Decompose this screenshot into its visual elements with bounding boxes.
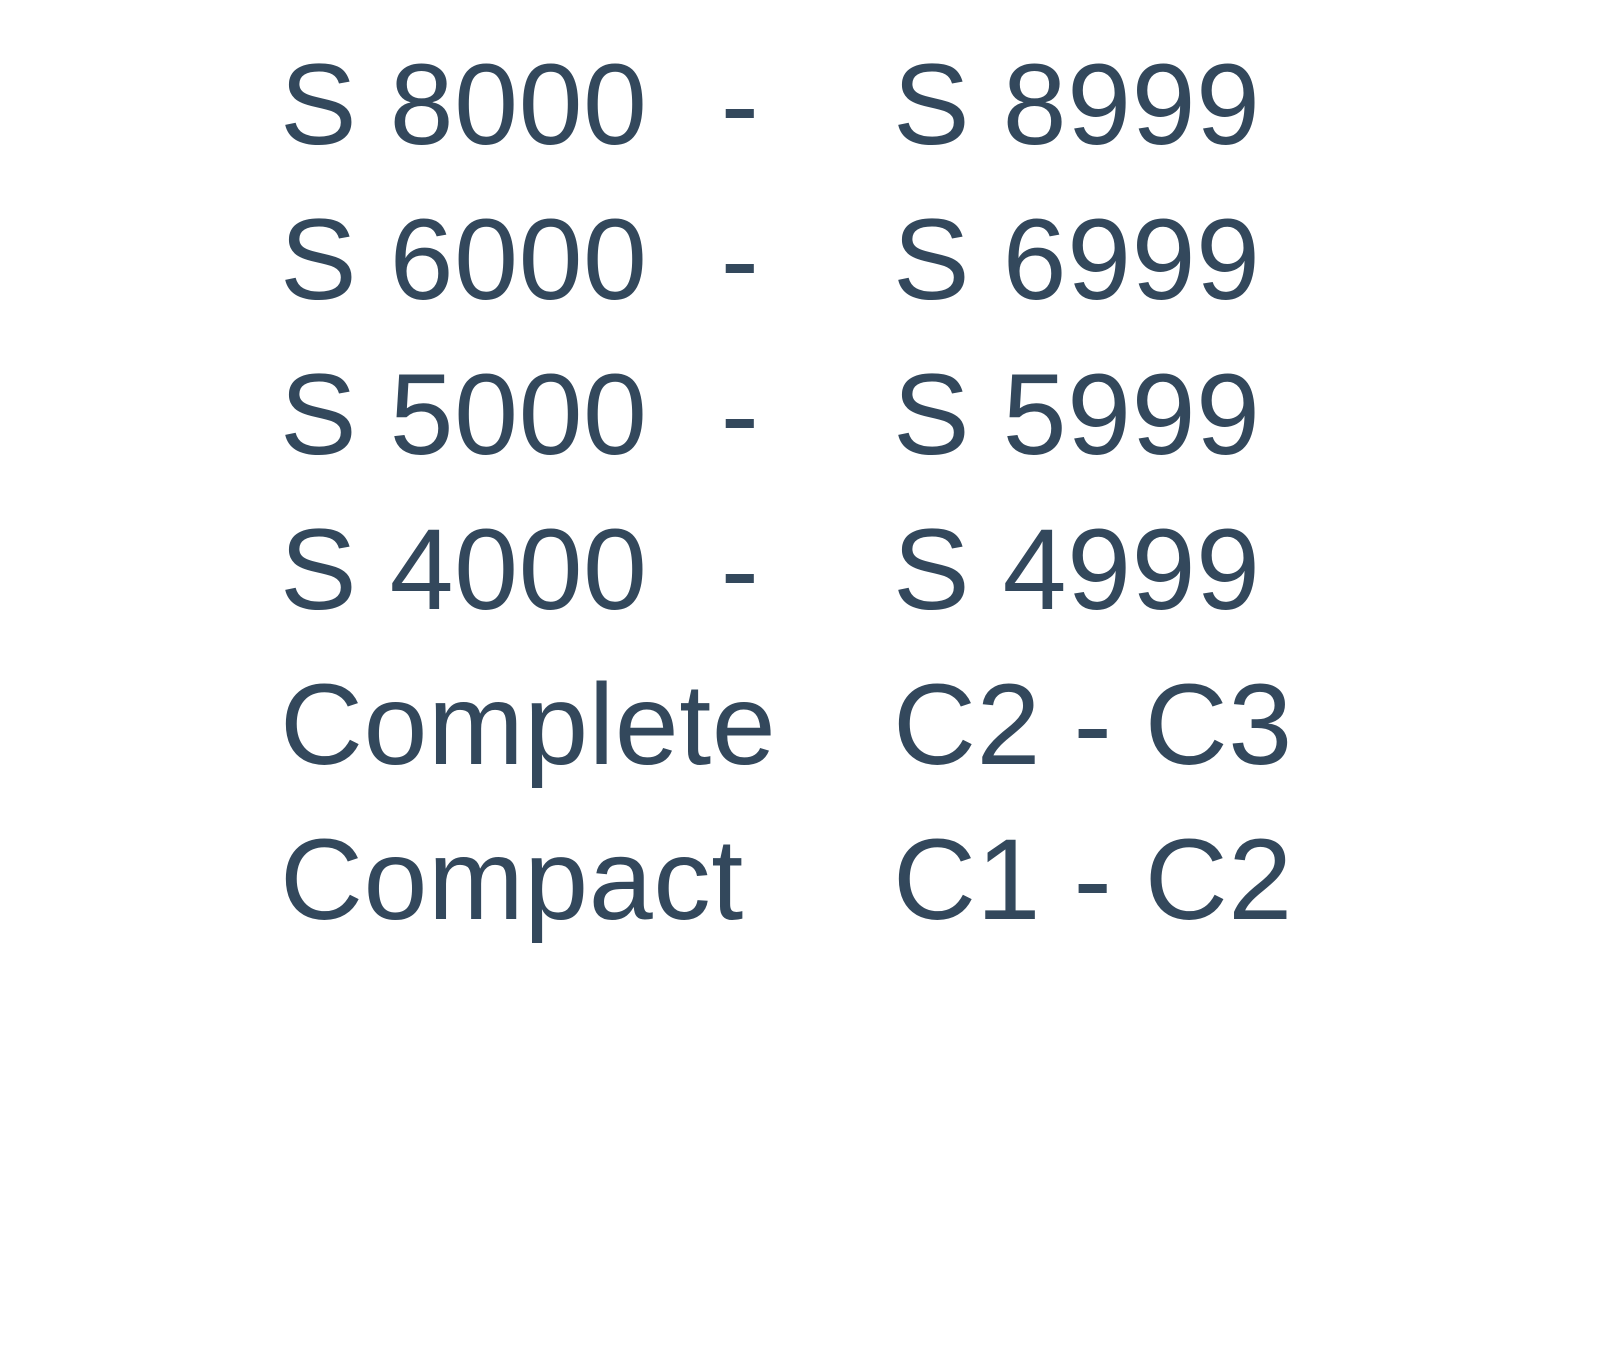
table-row: S 4000 - S 4999: [280, 493, 1620, 648]
range-separator: -: [720, 41, 760, 169]
series-start-label: S 4000: [280, 506, 648, 634]
series-end-value: C2 - C3: [893, 661, 1293, 789]
series-start-label: S 8000: [280, 41, 648, 169]
table-row: Complete C2 - C3: [280, 648, 1620, 803]
range-separator: -: [720, 196, 760, 324]
range-separator: -: [720, 506, 760, 634]
series-start-label: Compact: [280, 816, 744, 944]
series-end-value: S 6999: [893, 196, 1261, 324]
table-row: S 5000 - S 5999: [280, 338, 1620, 493]
table-row: Compact C1 - C2: [280, 803, 1620, 958]
series-end-value: S 5999: [893, 351, 1261, 479]
range-separator: -: [720, 351, 760, 479]
series-start-label: S 5000: [280, 351, 648, 479]
series-range-table: S 8000 - S 8999 S 6000 - S 6999 S 5000 -…: [280, 28, 1620, 958]
series-start-label: Complete: [280, 661, 777, 789]
series-end-value: S 4999: [893, 506, 1261, 634]
series-end-value: C1 - C2: [893, 816, 1293, 944]
table-row: S 8000 - S 8999: [280, 28, 1620, 183]
table-row: S 6000 - S 6999: [280, 183, 1620, 338]
series-end-value: S 8999: [893, 41, 1261, 169]
series-start-label: S 6000: [280, 196, 648, 324]
